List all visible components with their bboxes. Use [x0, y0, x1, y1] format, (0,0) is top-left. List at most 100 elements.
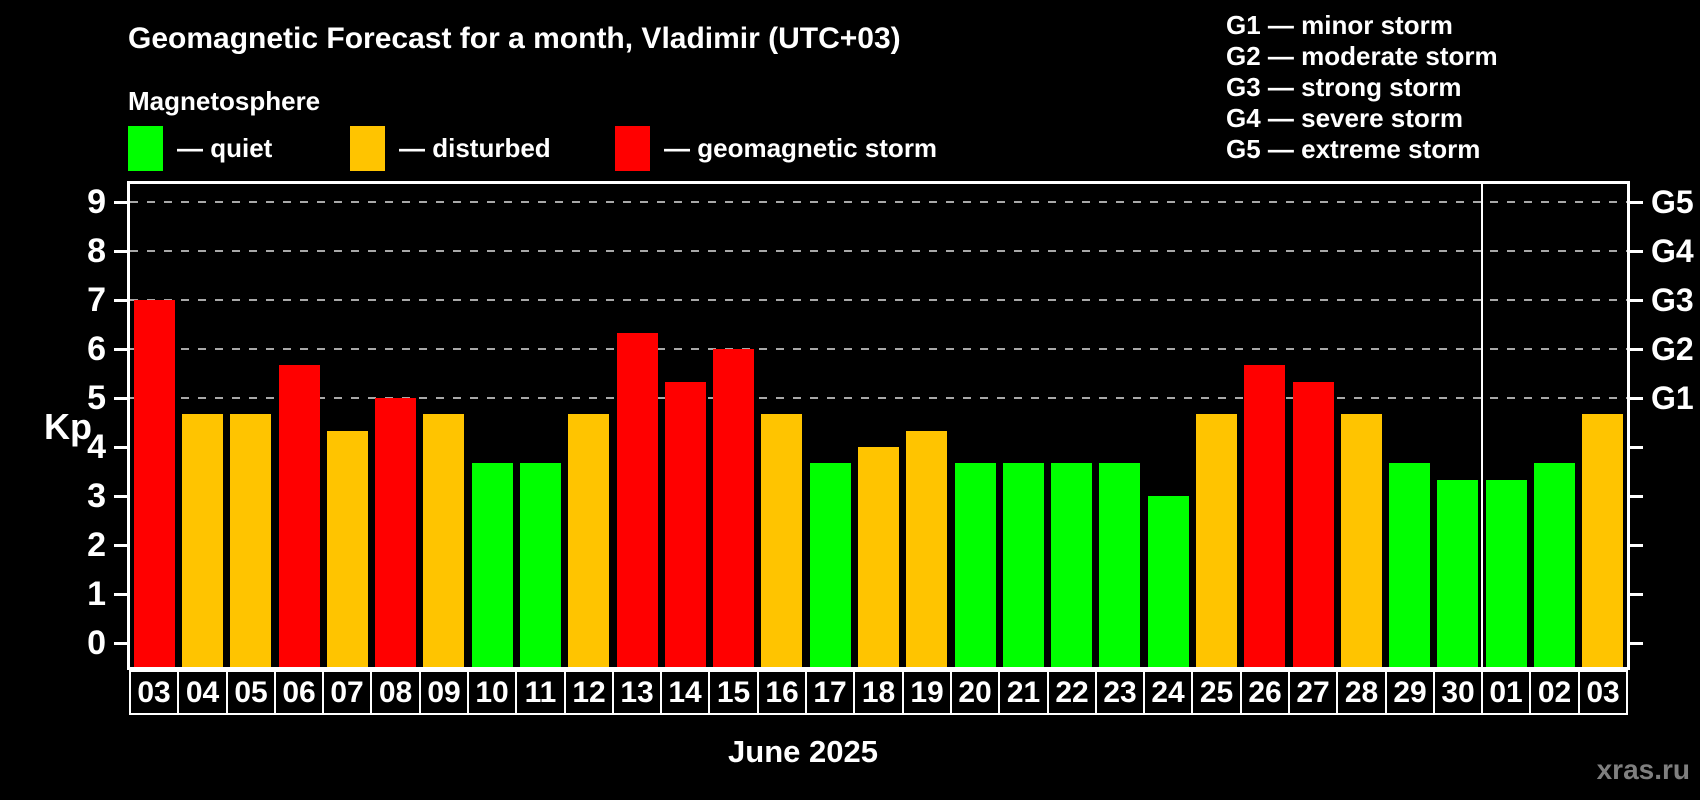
bar-day-25	[1196, 414, 1238, 667]
right-axis-label-G4: G4	[1651, 233, 1694, 269]
day-cell-24-21: 24	[1143, 670, 1193, 715]
y-tick-right	[1627, 544, 1643, 547]
right-axis-label-G1: G1	[1651, 380, 1694, 416]
day-cell-13-10: 13	[612, 670, 662, 715]
y-tick-label-6: 6	[87, 330, 106, 368]
y-tick-right	[1627, 250, 1643, 253]
y-tick-right	[1627, 348, 1643, 351]
y-tick-label-7: 7	[87, 281, 106, 319]
chart-subtitle: Magnetosphere	[128, 86, 321, 116]
y-tick-left	[114, 299, 130, 302]
g-scale-legend: G1 — minor storm G2 — moderate storm G3 — …	[1226, 10, 1498, 165]
g-scale-legend-line: G5 — extreme storm	[1226, 134, 1481, 164]
right-axis-label-G3: G3	[1651, 282, 1694, 318]
gridline-kp5	[130, 397, 1627, 399]
bar-day-15	[713, 349, 755, 667]
y-tick-label-5: 5	[87, 379, 106, 417]
gridline-kp9	[130, 201, 1627, 203]
bar-day-14	[664, 381, 706, 667]
bar-day-29	[1389, 463, 1431, 667]
day-cell-08-5: 08	[370, 670, 421, 715]
y-tick-left	[114, 201, 130, 204]
bar-day-27	[1292, 381, 1334, 667]
y-tick-left	[114, 446, 130, 449]
gridline-kp8	[130, 250, 1627, 252]
y-tick-right	[1627, 593, 1643, 596]
g-scale-legend-line: G2 — moderate storm	[1226, 41, 1498, 71]
day-cell-12-9: 12	[564, 670, 614, 715]
day-cell-26-23: 26	[1240, 670, 1290, 715]
bar-day-23	[1099, 463, 1141, 667]
bar-day-04	[181, 414, 223, 667]
y-tick-right	[1627, 201, 1643, 204]
day-cell-15-12: 15	[708, 670, 759, 715]
day-cell-25-22: 25	[1191, 670, 1242, 715]
bar-day-28	[1340, 414, 1382, 667]
y-tick-left	[114, 642, 130, 645]
day-cell-09-6: 09	[419, 670, 469, 715]
bar-day-05	[230, 414, 272, 667]
y-tick-left	[114, 593, 130, 596]
bar-day-21	[1002, 463, 1044, 667]
day-cell-14-11: 14	[660, 670, 710, 715]
xras-watermark: xras.ru	[1596, 754, 1690, 785]
day-cell-07-4: 07	[322, 670, 372, 715]
y-tick-left	[114, 397, 130, 400]
gridline-kp7	[130, 299, 1627, 301]
legend-item-quiet: — quiet	[128, 124, 272, 172]
legend-label: — geomagnetic storm	[664, 132, 938, 163]
bar-day-03	[1582, 414, 1624, 667]
bar-day-02	[1534, 463, 1576, 667]
month-divider-line	[1481, 184, 1484, 667]
day-cell-06-3: 06	[274, 670, 324, 715]
bar-day-07	[326, 430, 368, 667]
day-cell-18-15: 18	[853, 670, 904, 715]
y-tick-label-3: 3	[87, 477, 106, 515]
y-tick-label-8: 8	[87, 232, 106, 270]
y-tick-label-0: 0	[87, 624, 106, 662]
y-tick-left	[114, 250, 130, 253]
bar-day-09	[423, 414, 465, 667]
bar-day-11	[519, 463, 561, 667]
y-tick-right	[1627, 299, 1643, 302]
y-tick-right	[1627, 397, 1643, 400]
bar-day-19	[906, 430, 948, 667]
legend-item-storm: — geomagnetic storm	[615, 124, 937, 172]
x-axis-label: June 2025	[728, 734, 878, 769]
bar-day-24	[1147, 496, 1189, 667]
y-tick-left	[114, 495, 130, 498]
right-axis-label-G2: G2	[1651, 331, 1694, 367]
day-cell-10-7: 10	[467, 670, 517, 715]
legend-item-disturbed: — disturbed	[350, 124, 551, 172]
day-cell-23-20: 23	[1095, 670, 1145, 715]
g-scale-legend-line: G4 — severe storm	[1226, 103, 1464, 133]
y-tick-right	[1627, 495, 1643, 498]
bar-day-03	[133, 300, 175, 667]
bar-day-16	[761, 414, 803, 667]
y-tick-right	[1627, 642, 1643, 645]
bar-day-30	[1437, 479, 1479, 667]
page-title: Geomagnetic Forecast for a month, Vladim…	[128, 22, 901, 55]
legend-label: — quiet	[177, 132, 273, 163]
day-cell-21-18: 21	[998, 670, 1049, 715]
bar-day-18	[858, 447, 899, 667]
g-scale-legend-line: G1 — minor storm	[1226, 10, 1453, 40]
day-cell-29-26: 29	[1385, 670, 1435, 715]
day-cell-17-14: 17	[805, 670, 855, 715]
day-cell-27-24: 27	[1288, 670, 1338, 715]
day-cell-04-1: 04	[177, 670, 228, 715]
bar-day-22	[1051, 463, 1093, 667]
bar-day-26	[1244, 365, 1286, 667]
bar-day-08	[375, 398, 417, 667]
day-cell-19-16: 19	[902, 670, 952, 715]
disturbed-swatch	[350, 125, 385, 171]
y-tick-left	[114, 544, 130, 547]
y-tick-label-1: 1	[87, 575, 106, 613]
y-axis-label: Kp	[44, 406, 92, 447]
right-axis-label-G5: G5	[1651, 184, 1694, 220]
bar-day-10	[471, 463, 513, 667]
day-cell-05-2: 05	[226, 670, 276, 715]
y-tick-right	[1627, 446, 1643, 449]
bar-day-20	[954, 463, 996, 667]
